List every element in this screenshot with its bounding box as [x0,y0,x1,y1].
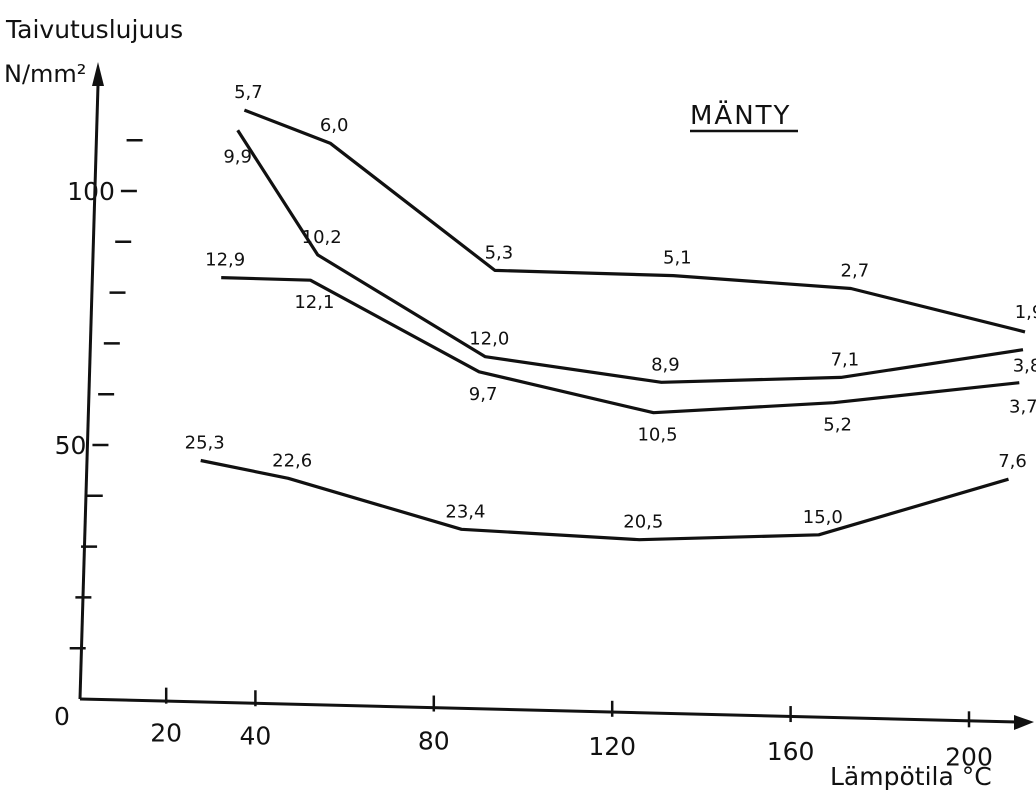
series-line-3 [221,276,1020,415]
series-line-2 [236,129,1024,384]
data-label: 25,3 [185,432,225,453]
data-label: 5,2 [823,415,852,436]
data-label: 6,0 [320,115,349,136]
x-axis-line [79,697,1019,724]
data-label: 9,7 [469,384,498,405]
x-tick-label: 20 [150,719,182,748]
data-label: 23,4 [445,501,485,522]
data-label: 8,9 [651,354,680,375]
data-label: 10,2 [302,227,342,248]
data-label: 1,9 [1015,302,1036,323]
data-label: 10,5 [637,425,677,446]
data-label: 15,0 [803,507,843,528]
data-label: 20,5 [623,512,663,533]
data-label: 3,8 [1013,356,1036,377]
data-label: 9,9 [223,146,252,167]
data-label-group: 5,7 6,0 5,3 5,1 2,7 1,9 9,9 10,2 12,0 8,9 7,1 3,8 12… [185,82,1036,533]
x-axis-arrow [1014,715,1034,730]
data-label: 12,1 [294,292,334,313]
x-tick-group: 20 40 80 120 160 200 [150,687,993,771]
y-tick-label: 100 [67,177,115,206]
x-tick-label: 80 [418,727,450,756]
data-label: 5,7 [234,82,263,103]
y-tick-label: 50 [55,431,87,460]
x-axis-title: Lämpötila °C [830,762,992,791]
data-label: 3,7 [1009,397,1036,418]
y-tick-group: 0 50 100 [54,138,143,731]
data-label: 7,6 [998,451,1027,472]
x-tick-label: 160 [767,737,815,766]
y-axis-title: Taivutuslujuus [5,15,183,44]
x-tick-label: 120 [588,732,636,761]
data-label: 2,7 [841,261,870,282]
x-tick-label: 40 [239,721,271,750]
data-label: 5,3 [485,242,514,263]
data-label: 12,9 [205,250,245,271]
series-line-1 [243,108,1026,334]
data-label: 22,6 [272,450,312,471]
x-tick-label: 200 [945,742,993,771]
series-line-4 [200,458,1009,542]
data-label: 7,1 [831,349,860,370]
data-label: 5,1 [663,248,692,269]
series-group [200,108,1026,542]
y-axis-arrow [92,62,104,86]
data-label: 12,0 [469,329,509,350]
y-axis-unit: N/mm² [4,60,86,88]
y-tick-label: 0 [54,702,70,731]
chart-title: MÄNTY [690,99,791,131]
